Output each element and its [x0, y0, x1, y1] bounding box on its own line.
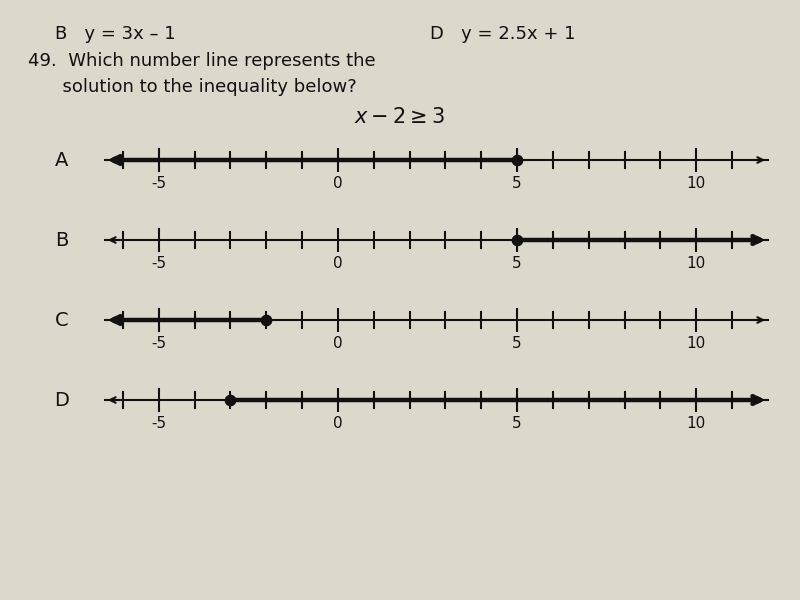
Text: 10: 10	[686, 416, 706, 431]
Text: 0: 0	[333, 336, 342, 351]
Text: A: A	[55, 151, 69, 169]
Text: 0: 0	[333, 416, 342, 431]
Text: B   y = 3x – 1: B y = 3x – 1	[55, 25, 176, 43]
Text: 10: 10	[686, 256, 706, 271]
Text: -5: -5	[151, 256, 166, 271]
Text: 10: 10	[686, 176, 706, 191]
Text: 5: 5	[512, 176, 522, 191]
Text: -5: -5	[151, 416, 166, 431]
Text: D: D	[54, 391, 70, 409]
Text: 0: 0	[333, 176, 342, 191]
Point	[260, 315, 273, 325]
Point	[510, 155, 523, 165]
Text: 5: 5	[512, 416, 522, 431]
Text: 5: 5	[512, 256, 522, 271]
Text: D   y = 2.5x + 1: D y = 2.5x + 1	[430, 25, 575, 43]
Text: $x - 2 \geq 3$: $x - 2 \geq 3$	[354, 107, 446, 127]
Text: 49.  Which number line represents the: 49. Which number line represents the	[28, 52, 376, 70]
Point	[224, 395, 237, 405]
Text: 5: 5	[512, 336, 522, 351]
Text: B: B	[55, 230, 69, 250]
Text: 10: 10	[686, 336, 706, 351]
Point	[510, 235, 523, 245]
Text: -5: -5	[151, 176, 166, 191]
Text: C: C	[55, 311, 69, 329]
Text: 0: 0	[333, 256, 342, 271]
Text: -5: -5	[151, 336, 166, 351]
Text: solution to the inequality below?: solution to the inequality below?	[28, 78, 357, 96]
